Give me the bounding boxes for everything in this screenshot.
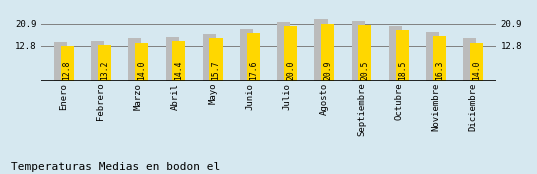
Bar — [54, 42, 67, 81]
Bar — [352, 21, 365, 81]
Text: 16.3: 16.3 — [435, 61, 444, 80]
Bar — [396, 30, 409, 81]
Text: 20.5: 20.5 — [360, 61, 369, 80]
Text: 14.0: 14.0 — [137, 61, 146, 80]
Text: Temperaturas Medias en bodon el: Temperaturas Medias en bodon el — [11, 162, 220, 172]
Bar — [165, 37, 179, 81]
Bar — [135, 43, 148, 81]
Text: 14.0: 14.0 — [472, 61, 481, 80]
Bar — [203, 34, 216, 81]
Text: 12.8: 12.8 — [62, 61, 71, 80]
Text: 14.4: 14.4 — [175, 61, 183, 80]
Bar — [389, 26, 402, 81]
Bar — [172, 41, 185, 81]
Bar — [315, 19, 328, 81]
Bar — [209, 38, 222, 81]
Bar — [284, 26, 297, 81]
Bar — [98, 45, 111, 81]
Bar — [321, 23, 334, 81]
Text: 18.5: 18.5 — [398, 61, 407, 80]
Bar — [240, 29, 253, 81]
Bar — [277, 22, 291, 81]
Bar — [128, 38, 141, 81]
Bar — [91, 41, 104, 81]
Bar — [433, 36, 446, 81]
Bar — [470, 43, 483, 81]
Bar — [61, 46, 74, 81]
Text: 17.6: 17.6 — [249, 61, 258, 80]
Text: 13.2: 13.2 — [100, 61, 109, 80]
Bar — [246, 33, 260, 81]
Text: 20.9: 20.9 — [323, 61, 332, 80]
Text: 20.0: 20.0 — [286, 61, 295, 80]
Bar — [358, 25, 372, 81]
Bar — [426, 32, 439, 81]
Text: 15.7: 15.7 — [212, 61, 221, 80]
Bar — [463, 38, 476, 81]
